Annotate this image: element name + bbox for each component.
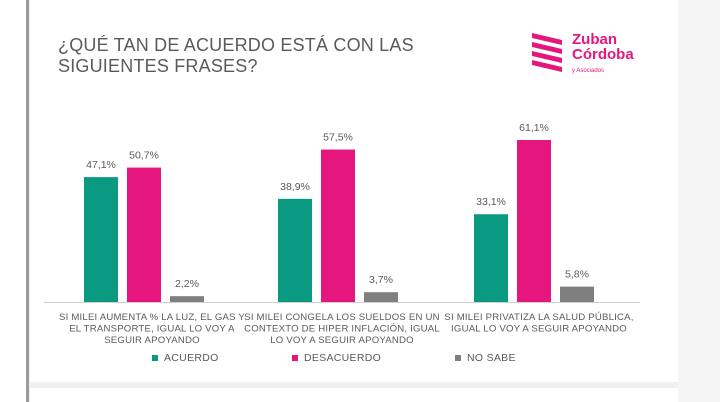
logo-name-line1: Zuban <box>572 31 617 48</box>
data-label-acuerdo-3: 33,1% <box>476 196 506 208</box>
logo-subtitle: y Asociados <box>572 68 605 74</box>
data-label-acuerdo-2: 38,9% <box>280 181 310 193</box>
logo-stripes-icon <box>532 33 562 72</box>
logo-name-line2: Córdoba <box>572 46 634 63</box>
category-label-2-line-3: LO VOY A SEGUIR APOYANDO <box>270 335 414 346</box>
left-edge-divider <box>26 0 29 402</box>
bar-acuerdo-1 <box>84 177 118 302</box>
bar-no-sabe-2 <box>364 292 398 302</box>
chart-title: ¿QUÉ TAN DE ACUERDO ESTÁ CON LAS SIGUIEN… <box>58 35 414 76</box>
data-label-desacuerdo-1: 50,7% <box>129 150 159 162</box>
legend-label-acuerdo: ACUERDO <box>164 352 219 364</box>
data-label-desacuerdo-2: 57,5% <box>323 132 353 144</box>
category-label-3-line-2: IGUAL LO VOY A SEGUIR APOYANDO <box>451 324 627 335</box>
bar-desacuerdo-3 <box>517 140 551 302</box>
legend-item-acuerdo: ACUERDO <box>152 352 219 364</box>
data-label-acuerdo-1: 47,1% <box>86 159 116 171</box>
bar-no-sabe-3 <box>560 286 594 302</box>
left-margin <box>0 0 26 402</box>
legend-swatch-no-sabe <box>455 355 461 361</box>
bar-desacuerdo-2 <box>321 149 355 302</box>
legend-swatch-acuerdo <box>152 355 158 361</box>
legend-swatch-desacuerdo <box>292 355 298 361</box>
data-label-no-sabe-2: 3,7% <box>369 274 393 286</box>
category-label-1-line-1: SI MILEI AUMENTA % LA LUZ, EL GAS Y <box>59 312 245 323</box>
category-label-1-line-3: SEGUIR APOYANDO <box>104 335 200 346</box>
next-slide-card <box>30 388 678 402</box>
category-label-2-line-1: SI MILEI CONGELA LOS SUELDOS EN UN <box>244 312 440 323</box>
logo-wordmark: Zuban Córdoba <box>572 32 634 62</box>
legend-label-desacuerdo: DESACUERDO <box>304 352 382 364</box>
bar-acuerdo-3 <box>474 214 508 302</box>
category-label-1-line-2: EL TRANSPORTE, IGUAL LO VOY A <box>69 324 235 335</box>
legend-item-desacuerdo: DESACUERDO <box>292 352 381 364</box>
bar-desacuerdo-1 <box>127 167 161 302</box>
right-margin <box>678 0 720 402</box>
bar-acuerdo-2 <box>278 198 312 302</box>
data-label-no-sabe-3: 5,8% <box>565 269 589 281</box>
legend-item-no-sabe: NO SABE <box>455 352 516 364</box>
category-label-3-line-1: SI MILEI PRIVATIZA LA SALUD PÚBLICA, <box>444 312 633 323</box>
category-label-2-line-2: CONTEXTO DE HIPER INFLACIÓN, IGUAL <box>244 324 440 335</box>
brand-logo: Zuban Córdoba y Asociados <box>528 29 648 79</box>
legend-label-no-sabe: NO SABE <box>467 352 516 364</box>
data-label-no-sabe-1: 2,2% <box>175 278 199 290</box>
data-label-desacuerdo-3: 61,1% <box>519 122 549 134</box>
bar-no-sabe-1 <box>170 296 204 302</box>
